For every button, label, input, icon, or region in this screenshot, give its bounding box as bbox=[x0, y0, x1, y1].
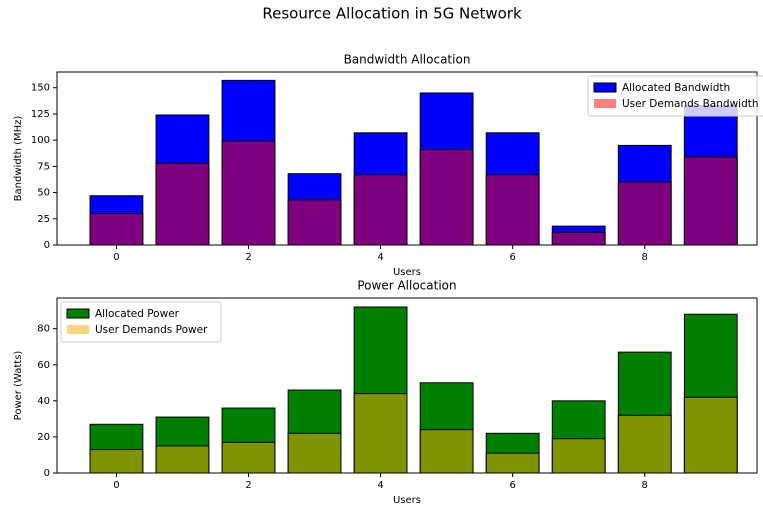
y-tick-label: 0 bbox=[44, 468, 50, 479]
bar bbox=[485, 452, 540, 474]
bar bbox=[617, 181, 672, 246]
y-tick-label: 80 bbox=[37, 324, 50, 335]
x-tick-label: 2 bbox=[245, 252, 251, 263]
bar bbox=[221, 441, 276, 474]
legend-frame bbox=[60, 301, 222, 343]
x-tick-label: 0 bbox=[113, 480, 119, 491]
legend-label: Allocated Power bbox=[95, 308, 180, 320]
legend-swatch bbox=[66, 308, 90, 319]
x-tick-label: 0 bbox=[113, 252, 119, 263]
axes-frame bbox=[56, 71, 758, 246]
axes-frame bbox=[56, 297, 758, 474]
y-tick-label: 20 bbox=[37, 432, 50, 443]
x-tick-label: 8 bbox=[642, 252, 648, 263]
bar bbox=[485, 174, 540, 246]
bar bbox=[155, 445, 210, 474]
legend-swatch bbox=[67, 325, 89, 334]
y-tick-label: 60 bbox=[37, 360, 50, 371]
bar bbox=[683, 396, 738, 474]
x-tick-label: 6 bbox=[509, 480, 515, 491]
x-tick-label: 4 bbox=[377, 480, 383, 491]
legend-label: User Demands Power bbox=[95, 324, 208, 336]
y-tick-label: 25 bbox=[37, 214, 50, 225]
y-tick-label: 150 bbox=[31, 83, 50, 94]
x-axis-label: Users bbox=[393, 495, 421, 506]
figure-title: Resource Allocation in 5G Network bbox=[262, 5, 522, 23]
x-tick-label: 2 bbox=[245, 480, 251, 491]
x-axis-label: Users bbox=[393, 267, 421, 278]
bar bbox=[617, 414, 672, 474]
y-tick-label: 50 bbox=[37, 188, 50, 199]
bar bbox=[353, 174, 408, 246]
legend-label: Allocated Bandwidth bbox=[622, 82, 730, 94]
bar bbox=[89, 213, 144, 246]
legend-swatch bbox=[594, 99, 616, 108]
legend-swatch bbox=[593, 82, 617, 93]
bar bbox=[683, 156, 738, 246]
y-tick-label: 0 bbox=[44, 240, 50, 251]
y-axis-label: Power (Watts) bbox=[13, 351, 24, 421]
bar bbox=[155, 162, 210, 246]
axes-title: Power Allocation bbox=[357, 279, 456, 293]
bar bbox=[287, 199, 342, 246]
bar bbox=[551, 438, 606, 474]
y-tick-label: 75 bbox=[37, 161, 50, 172]
legend-frame bbox=[587, 75, 763, 117]
bar bbox=[551, 231, 606, 246]
x-tick-label: 6 bbox=[509, 252, 515, 263]
bar bbox=[419, 149, 474, 246]
bar bbox=[89, 449, 144, 474]
bar bbox=[419, 429, 474, 474]
legend-label: User Demands Bandwidth bbox=[622, 98, 759, 110]
y-tick-label: 100 bbox=[31, 135, 50, 146]
y-tick-label: 125 bbox=[31, 109, 50, 120]
y-axis-label: Bandwidth (MHz) bbox=[13, 116, 24, 202]
bar bbox=[353, 393, 408, 474]
y-tick-label: 40 bbox=[37, 396, 50, 407]
axes-title: Bandwidth Allocation bbox=[344, 53, 471, 67]
x-tick-label: 8 bbox=[642, 480, 648, 491]
bar bbox=[287, 432, 342, 474]
x-tick-label: 4 bbox=[377, 252, 383, 263]
bar bbox=[221, 140, 276, 246]
